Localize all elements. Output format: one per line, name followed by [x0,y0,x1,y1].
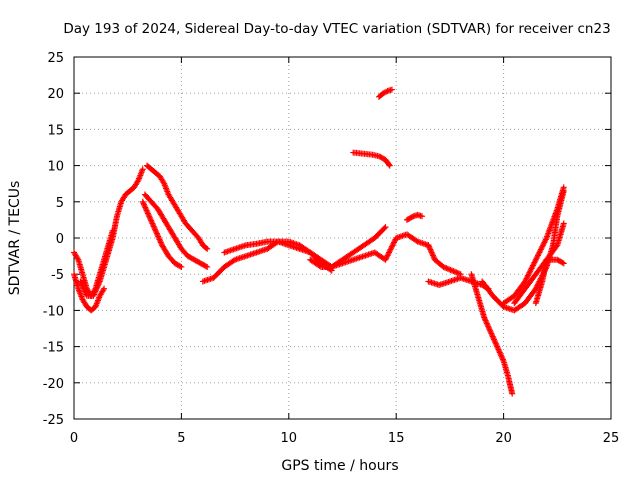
series-arc-o [468,271,516,397]
y-tick-label: -15 [43,341,64,356]
data-point [178,263,185,270]
x-tick-label: 15 [388,431,405,446]
data-point [316,263,323,270]
series-arc-d [144,162,211,252]
series-arc-b [71,271,108,314]
data-point [457,271,464,278]
series-arc-r [511,220,567,307]
series-arc-h [221,224,389,270]
series-arc-f [139,198,185,270]
data-point [560,220,567,227]
x-axis-label: GPS time / hours [281,458,398,474]
y-tick-label: -5 [51,268,64,283]
y-tick-label: 20 [47,87,64,102]
data-point [139,166,146,173]
y-tick-label: 25 [47,51,64,66]
data-point [559,259,566,266]
y-tick-label: 15 [47,123,64,138]
data-point [560,184,567,191]
data-point [418,213,425,220]
y-tick-label: -10 [43,304,64,319]
series-arc-k [376,86,395,100]
series-arc-l [403,211,425,223]
data-point [385,161,392,168]
data-point [101,285,108,292]
y-tick-label: 5 [56,196,64,211]
x-tick-label: 5 [177,431,185,446]
data-point [509,390,516,397]
x-tick-label: 25 [603,431,620,446]
x-tick-label: 10 [281,431,298,446]
data-point [177,263,184,270]
data-point [388,86,395,93]
y-tick-label: 10 [47,160,64,175]
x-tick-label: 20 [495,431,512,446]
x-tick-label: 0 [70,431,78,446]
data-point [560,260,567,267]
series-arc-j [350,149,393,169]
series-arc-c [77,166,146,299]
data-point [409,214,416,221]
data-points [71,86,567,397]
y-tick-label: -20 [43,377,64,392]
series-arc-i [307,231,432,270]
data-point [381,225,388,232]
data-point [382,224,389,231]
axis-ticks: 0 5 10 15 20 25 -25 -20 -15 -10 -5 0 5 10 15 20 25 [43,51,620,446]
data-point [204,245,211,252]
y-tick-label: 0 [56,232,64,247]
data-point [386,162,393,169]
series-arc-q [500,184,567,307]
series-arc-e [141,191,211,270]
data-point [202,263,209,270]
y-axis-label: SDTVAR / TECUs [7,181,23,296]
series-arc-n [425,242,464,278]
data-point [203,244,210,251]
chart-title: Day 193 of 2024, Sidereal Day-to-day VTE… [63,21,610,37]
y-tick-label: -25 [43,413,64,428]
data-point [204,263,211,270]
grid-lines [74,57,611,419]
series-arc-s [532,256,567,307]
